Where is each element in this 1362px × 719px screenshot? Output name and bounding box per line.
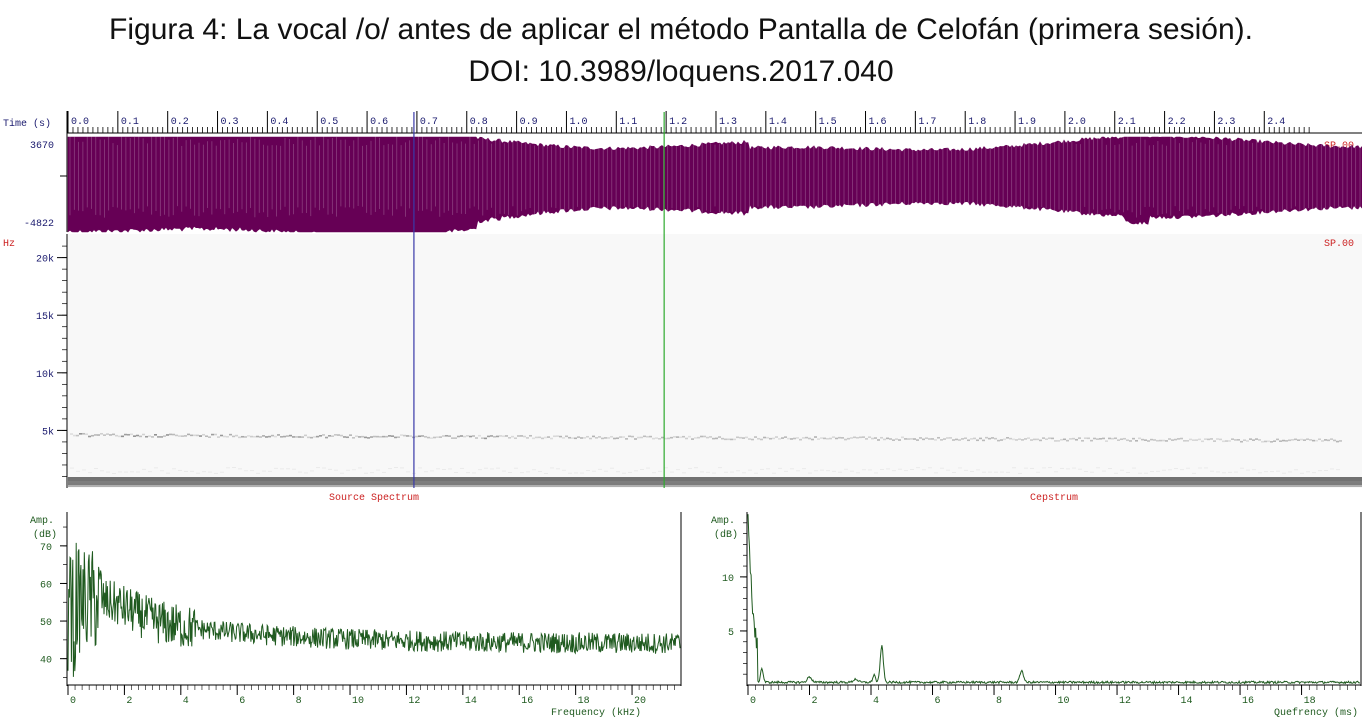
time-tick-label: 1.5 [819, 117, 837, 128]
spectrogram-unit-label: Hz [3, 239, 15, 250]
spectrogram-bands [68, 432, 1362, 487]
cepstrum-title: Cepstrum [1030, 493, 1078, 504]
cepstrum-xtick-label: 16 [1242, 696, 1254, 707]
time-tick-label: 0.2 [171, 117, 189, 128]
cepstrum-xtick-label: 10 [1058, 696, 1070, 707]
cepstrum-ytick-label: 5 [728, 628, 734, 639]
source-spectrum-panel[interactable]: Source Spectrum Amp. (dB) 70 60 50 40 0 2 4 6 8… [30, 493, 682, 719]
spectrogram-panel[interactable]: Hz SP.00 20k 15k 10k 5k [3, 234, 1362, 488]
source-spectrum-xtick-label: 16 [521, 696, 533, 707]
cepstrum-xtick-label: 2 [812, 696, 818, 707]
cepstrum-xtick-label: 12 [1119, 696, 1131, 707]
time-tick-label: 0.3 [221, 117, 239, 128]
spectrogram-background [68, 234, 1362, 488]
time-tick-label: 1.6 [869, 117, 887, 128]
time-tick-label: 1.3 [719, 117, 737, 128]
cepstrum-xtick-label: 0 [750, 696, 756, 707]
waveform-max-label: 3670 [30, 141, 54, 152]
time-tick-label: 1.9 [1018, 117, 1036, 128]
time-tick-label: 2.2 [1168, 117, 1186, 128]
source-spectrum-xtick-label: 8 [296, 696, 302, 707]
source-spectrum-ytick-label: 60 [40, 580, 52, 591]
figure-title: Figura 4: La vocal /o/ antes de aplicar … [109, 13, 1253, 46]
source-spectrum-xtick-label: 4 [183, 696, 189, 707]
time-tick-label: 1.8 [968, 117, 986, 128]
time-tick-label: 0.4 [270, 117, 288, 128]
time-tick-label: 0.8 [470, 117, 488, 128]
waveform-panel[interactable]: 3670 -4822 SP.00 [24, 134, 1362, 233]
time-tick-label: 0.1 [121, 117, 139, 128]
time-tick-label: 0.6 [370, 117, 388, 128]
source-spectrum-xtick-label: 0 [70, 696, 76, 707]
time-tick-label: 1.7 [918, 117, 936, 128]
source-spectrum-xtick-label: 20 [634, 696, 646, 707]
time-axis[interactable]: Time (s) 0.0 0.1 0.2 0.3 0.4 0.5 0.6 0.7 0.8 0.9 1… [3, 111, 1362, 134]
waveform [67, 136, 1362, 233]
time-tick-label: 0.0 [71, 117, 89, 128]
waveform-channel-label: SP.00 [1324, 141, 1354, 152]
time-tick-label: 2.3 [1217, 117, 1235, 128]
source-spectrum-ylabel: Amp. [30, 516, 54, 527]
spectrogram-tick-label: 10k [36, 369, 54, 381]
cepstrum-ylabel: Amp. [711, 516, 735, 527]
cepstrum-xtick-label: 18 [1304, 696, 1316, 707]
time-axis-label: Time (s) [3, 118, 51, 130]
source-spectrum-xtick-label: 18 [578, 696, 590, 707]
time-tick-label: 1.2 [669, 117, 687, 128]
cepstrum-xtick-label: 6 [935, 696, 941, 707]
source-spectrum-line [67, 542, 681, 677]
figure-doi: DOI: 10.3989/loquens.2017.040 [468, 55, 894, 88]
source-spectrum-ytick-label: 50 [40, 618, 52, 629]
time-tick-label: 0.9 [520, 117, 538, 128]
time-tick-label: 1.1 [619, 117, 637, 128]
source-spectrum-ytick-label: 70 [40, 543, 52, 554]
cepstrum-panel[interactable]: Cepstrum Amp. (dB) 10 5 0 2 4 6 8 10 12 14 16 18 Q… [711, 493, 1362, 719]
source-spectrum-xtick-label: 2 [126, 696, 132, 707]
time-tick-label: 2.4 [1267, 117, 1285, 128]
source-spectrum-ytick-label: 40 [40, 656, 52, 667]
time-tick-label: 0.5 [320, 117, 338, 128]
cepstrum-ylabel-unit: (dB) [714, 529, 738, 541]
spectrogram-tick-label: 5k [42, 426, 54, 438]
source-spectrum-xtick-label: 10 [352, 696, 364, 707]
source-spectrum-xtick-label: 14 [465, 696, 477, 707]
source-spectrum-xtick-label: 12 [408, 696, 420, 707]
cepstrum-ytick-label: 10 [722, 574, 734, 585]
source-spectrum-xlabel: Frequency (kHz) [551, 707, 641, 719]
source-spectrum-ylabel-unit: (dB) [33, 529, 57, 541]
spectrogram-channel-label: SP.00 [1324, 239, 1354, 250]
time-tick-label: 1.0 [569, 117, 587, 128]
cepstrum-xtick-label: 14 [1181, 696, 1193, 707]
time-tick-label: 0.7 [420, 117, 438, 128]
time-tick-label: 1.4 [769, 117, 787, 128]
spectrogram-tick-label: 15k [36, 311, 54, 323]
cepstrum-xtick-label: 4 [873, 696, 879, 707]
cepstrum-xlabel: Quefrency (ms) [1274, 707, 1358, 719]
time-tick-label: 2.1 [1118, 117, 1136, 128]
cepstrum-line [747, 514, 1360, 685]
source-spectrum-title: Source Spectrum [329, 493, 419, 504]
waveform-min-label: -4822 [24, 219, 54, 230]
spectrogram-tick-label: 20k [36, 254, 54, 266]
cepstrum-xtick-label: 8 [996, 696, 1002, 707]
time-tick-label: 2.0 [1068, 117, 1086, 128]
source-spectrum-xtick-label: 6 [239, 696, 245, 707]
